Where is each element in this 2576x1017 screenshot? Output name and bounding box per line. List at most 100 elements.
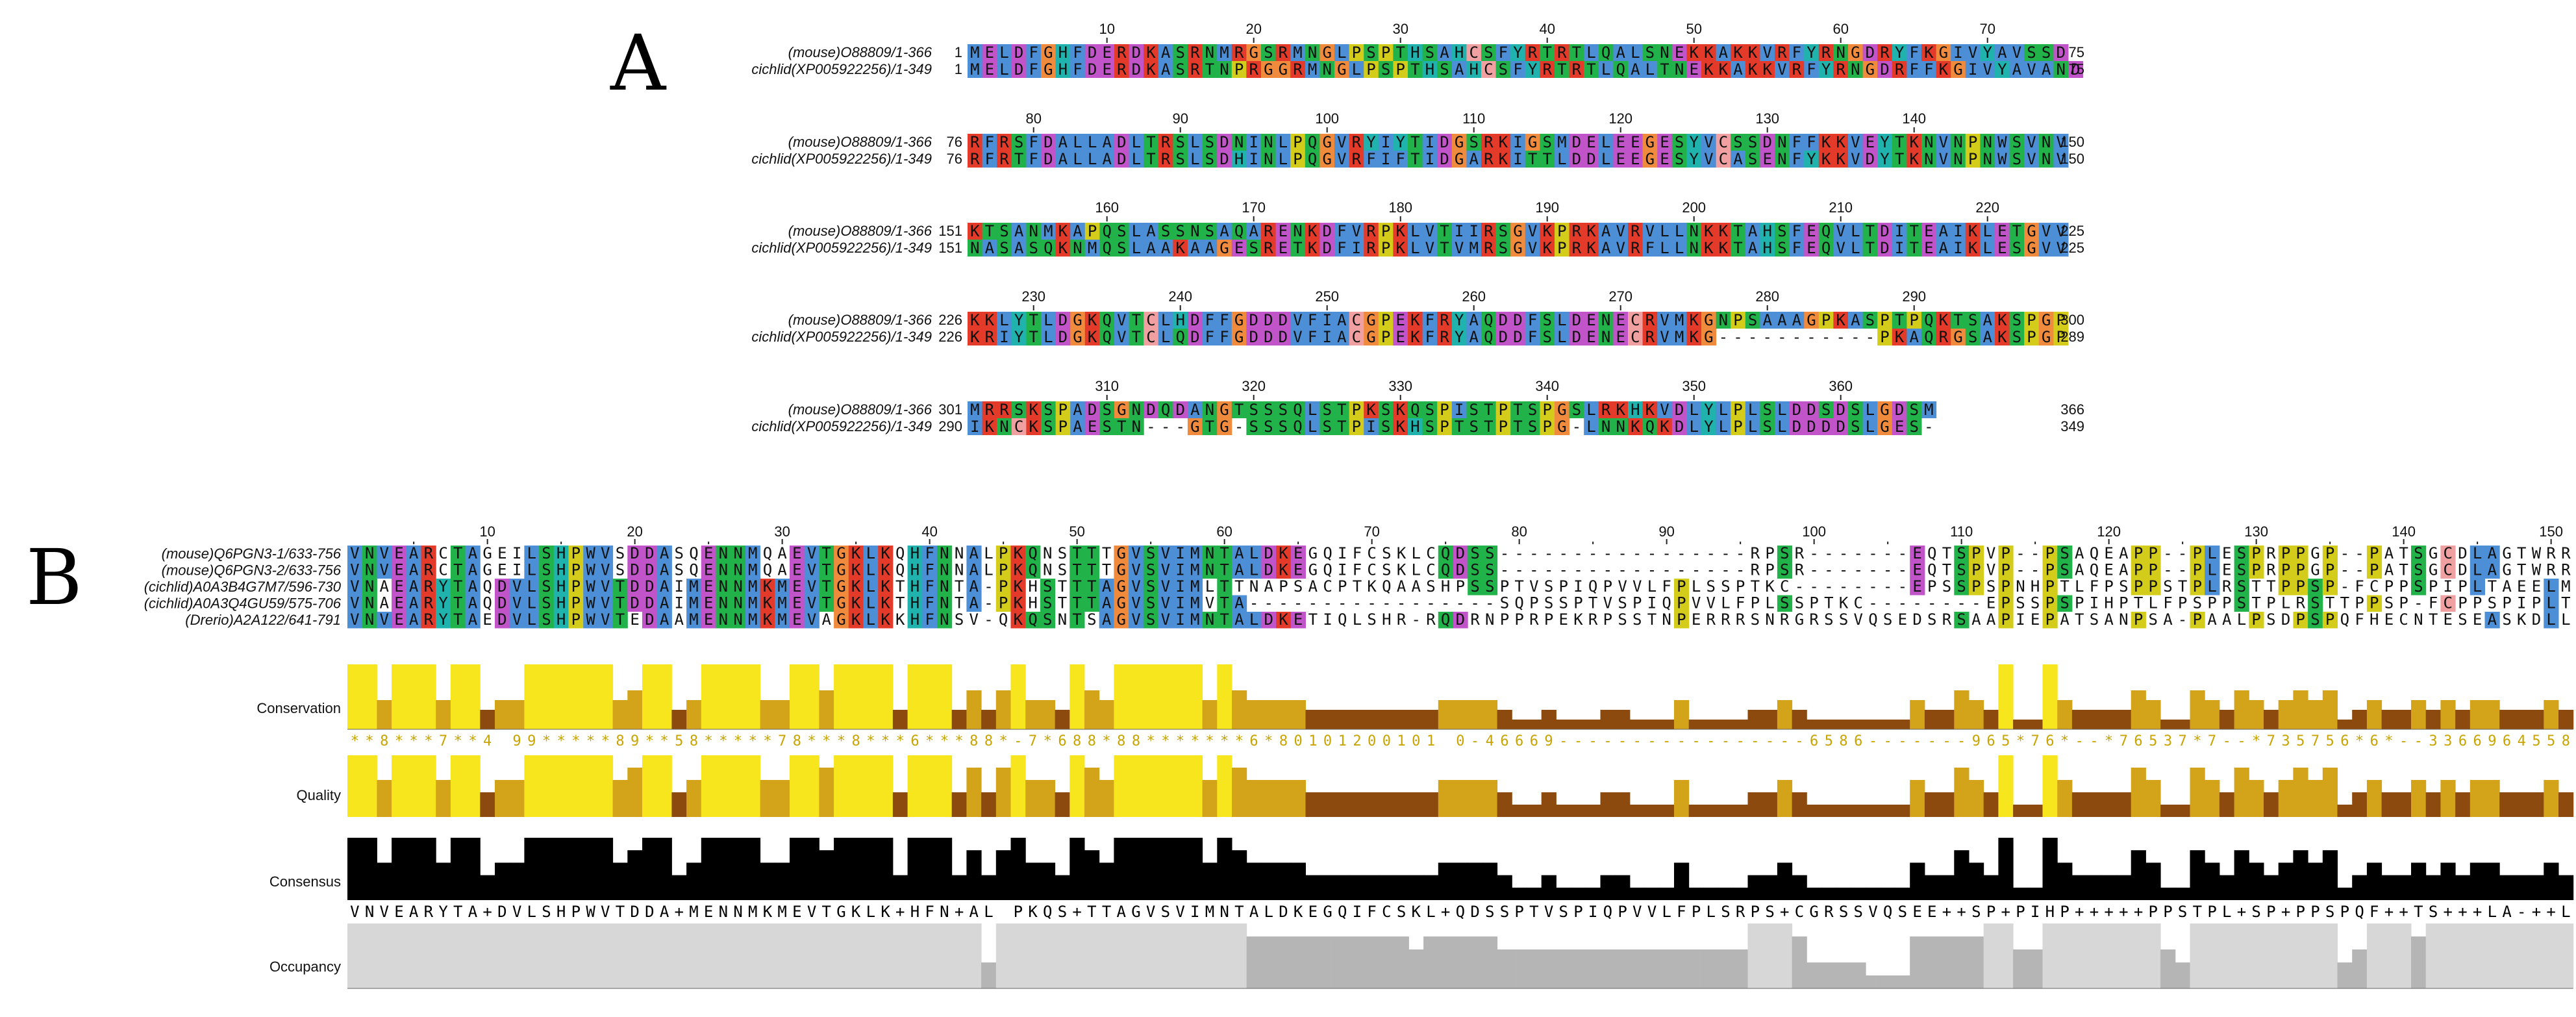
- conservation-value: 6: [1058, 733, 1066, 749]
- residue-letter: Y: [1014, 311, 1024, 329]
- occupancy-bar: [406, 923, 421, 988]
- residue-letter: E: [1912, 544, 1921, 562]
- residue-letter: -: [1748, 328, 1757, 346]
- residue-letter: A: [1146, 239, 1156, 257]
- residue-letter: T: [1102, 544, 1111, 562]
- residue-letter: A: [409, 594, 419, 612]
- conservation-value: -: [1692, 733, 1700, 749]
- residue-letter: R: [1572, 222, 1582, 240]
- residue-cell: [1598, 151, 1614, 168]
- residue-letter: L: [1412, 561, 1421, 579]
- residue-cell: [1731, 151, 1746, 168]
- residue-letter: T: [453, 594, 462, 612]
- residue-letter: P: [1733, 311, 1742, 329]
- consensus-letter: E: [1927, 903, 1936, 921]
- residue-letter: A: [1777, 311, 1787, 329]
- residue-letter: V: [1425, 222, 1434, 240]
- sequence-start-number: 301: [938, 401, 962, 418]
- quality-bar: [612, 780, 628, 817]
- residue-letter: A: [675, 610, 684, 629]
- residue-cell: [1188, 223, 1203, 240]
- occupancy-bar: [1497, 949, 1512, 988]
- conservation-value: *: [1161, 733, 1169, 749]
- residue-letter: E: [1660, 133, 1669, 151]
- residue-letter: T: [1953, 311, 1962, 329]
- conservation-value: 1: [1427, 733, 1435, 749]
- residue-cell: [1495, 151, 1511, 168]
- residue-letter: T: [2266, 577, 2275, 596]
- residue-letter: V: [512, 577, 521, 596]
- residue-letter: K: [1058, 239, 1068, 257]
- sequence-end-number: 366: [2060, 401, 2084, 418]
- residue-cell: [1569, 151, 1584, 168]
- consensus-letter: D: [1470, 903, 1479, 921]
- occupancy-bar: [1349, 936, 1365, 988]
- residue-letter: C: [1631, 311, 1640, 329]
- residue-letter: V: [512, 594, 521, 612]
- quality-bar: [406, 755, 421, 817]
- consensus-letter: L: [2222, 903, 2231, 921]
- residue-letter: E: [704, 610, 713, 629]
- residue-letter: D: [630, 561, 639, 579]
- residue-letter: C: [1426, 561, 1435, 579]
- residue-letter: K: [881, 561, 890, 579]
- residue-cell: [1129, 134, 1144, 151]
- residue-letter: L: [1586, 401, 1595, 419]
- residue-letter: A: [1733, 150, 1743, 168]
- residue-letter: G: [1866, 60, 1875, 79]
- consensus-bar: [2234, 850, 2249, 900]
- residue-letter: R: [1895, 60, 1905, 79]
- residue-letter: P: [1293, 150, 1302, 168]
- residue-letter: Q: [1293, 418, 1302, 436]
- residue-letter: P: [2045, 610, 2055, 629]
- residue-letter: Q: [1924, 311, 1933, 329]
- residue-letter: P: [1381, 328, 1390, 346]
- residue-letter: S: [1249, 401, 1258, 419]
- consensus-bar: [1644, 887, 1660, 900]
- residue-letter: -: [1883, 577, 1892, 596]
- residue-letter: R: [1426, 610, 1436, 629]
- consensus-letter: P: [2340, 903, 2349, 921]
- residue-letter: T: [1014, 150, 1023, 168]
- residue-letter: D: [1456, 544, 1465, 562]
- residue-letter: V: [2042, 239, 2051, 257]
- residue-letter: D: [1132, 44, 1141, 62]
- residue-letter: V: [1161, 577, 1170, 596]
- consensus-letter: P: [2310, 903, 2320, 921]
- residue-letter: L: [2546, 610, 2555, 629]
- consensus-bar: [1099, 862, 1114, 900]
- residue-cell: [1951, 44, 1966, 61]
- residue-letter: S: [1544, 594, 1553, 612]
- residue-letter: P: [1381, 239, 1390, 257]
- quality-bar: [1703, 805, 1719, 817]
- residue-letter: T: [1353, 577, 1362, 596]
- residue-letter: S: [1942, 577, 1951, 596]
- occupancy-bar: [1688, 949, 1704, 988]
- residue-letter: D: [497, 610, 506, 629]
- residue-cell: [2038, 151, 2054, 168]
- consensus-letter: D: [497, 903, 506, 921]
- consensus-bar: [2086, 875, 2102, 900]
- residue-cell: [2024, 151, 2040, 168]
- residue-letter: A: [2488, 544, 2497, 562]
- quality-bar: [1866, 805, 1881, 817]
- residue-cell: [1364, 134, 1379, 151]
- residue-letter: A: [1337, 328, 1347, 346]
- residue-letter: L: [2473, 561, 2482, 579]
- residue-letter: P: [2399, 577, 2408, 596]
- occupancy-bar: [1718, 949, 1734, 988]
- residue-letter: K: [1308, 222, 1318, 240]
- residue-letter: M: [777, 594, 786, 612]
- consensus-letter: S: [1765, 903, 1774, 921]
- residue-letter: K: [1660, 418, 1669, 436]
- quality-bar: [1924, 792, 1940, 817]
- sequence-name: (mouse)Q6PGN3-1/633-756: [162, 546, 342, 562]
- occupancy-bar: [1364, 936, 1380, 988]
- consensus-letter: V: [1868, 903, 1877, 921]
- residue-letter: H: [1441, 577, 1450, 596]
- residue-letter: G: [1117, 577, 1126, 596]
- conservation-bar: [2160, 720, 2176, 729]
- residue-letter: K: [1689, 311, 1699, 329]
- residue-letter: P: [1736, 577, 1745, 596]
